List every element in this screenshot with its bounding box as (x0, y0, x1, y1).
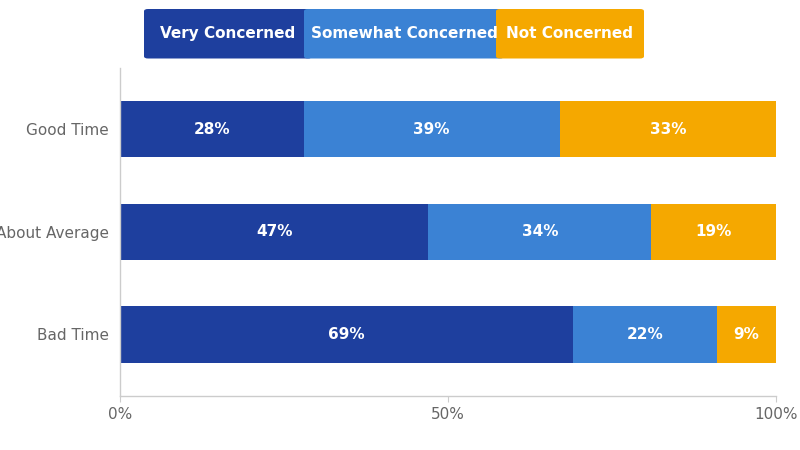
Bar (304, 101, 559, 158)
Text: 22%: 22% (626, 327, 663, 342)
Bar (120, 101, 304, 158)
Text: 33%: 33% (650, 122, 686, 137)
Text: Not Concerned: Not Concerned (506, 26, 634, 41)
Text: 39%: 39% (414, 122, 450, 137)
Text: 47%: 47% (256, 224, 293, 239)
Bar (120, 306, 573, 363)
Text: 28%: 28% (194, 122, 230, 137)
Text: Somewhat Concerned: Somewhat Concerned (310, 26, 498, 41)
Bar (120, 203, 428, 260)
Text: Very Concerned: Very Concerned (160, 26, 296, 41)
Bar (559, 101, 776, 158)
Text: 19%: 19% (695, 224, 732, 239)
Bar (573, 306, 717, 363)
Text: 34%: 34% (522, 224, 558, 239)
Text: 9%: 9% (734, 327, 759, 342)
Bar (651, 203, 776, 260)
Text: 69%: 69% (328, 327, 365, 342)
Bar (428, 203, 651, 260)
Bar (717, 306, 776, 363)
